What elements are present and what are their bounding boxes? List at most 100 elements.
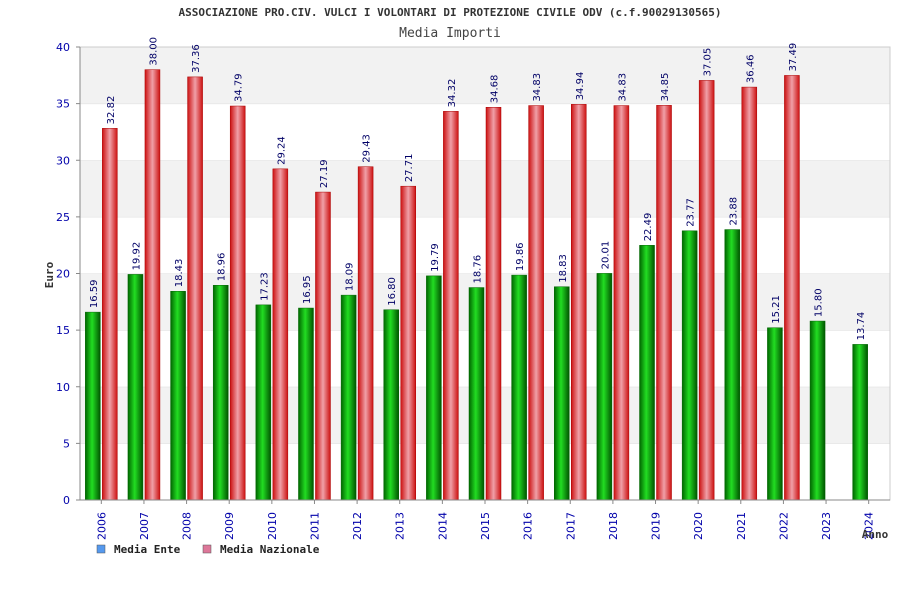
data-label: 13.74 — [856, 312, 867, 341]
bar-media-nazionale-2014 — [443, 111, 459, 501]
bar-media-ente-2021 — [724, 229, 741, 501]
data-label: 34.68 — [490, 75, 501, 104]
data-labels-group: 16.59 19.92 18.43 18.96 17.23 16.95 18.09 16.80… — [89, 37, 867, 340]
data-label: 19.86 — [515, 242, 526, 271]
y-tick-label: 10 — [56, 381, 70, 394]
legend-swatch — [96, 544, 106, 554]
bar-media-nazionale-2017 — [571, 104, 587, 501]
data-label: 34.85 — [660, 73, 671, 102]
bar-media-nazionale-2021 — [741, 86, 758, 501]
data-label: 27.71 — [404, 154, 415, 183]
y-tick-label: 0 — [63, 494, 70, 507]
bar-media-nazionale-2006 — [102, 128, 118, 501]
data-label: 18.43 — [174, 259, 185, 288]
x-tick-label: 2015 — [479, 512, 492, 540]
data-label: 34.83 — [617, 73, 628, 102]
x-tick-label: 2023 — [820, 512, 833, 540]
x-tick-label: 2021 — [735, 512, 748, 540]
y-axis-label: Euro — [43, 261, 56, 288]
bar-media-nazionale-2019 — [656, 105, 672, 501]
data-label: 18.83 — [558, 254, 569, 283]
y-tick-label: 25 — [56, 211, 70, 224]
x-axis: 2006 2007 2008 2009 2010 2011 2012 2013 2014 2015… — [80, 499, 890, 540]
data-label: 19.92 — [131, 242, 142, 271]
bar-media-nazionale-2015 — [485, 106, 502, 501]
x-tick-label: 2017 — [564, 512, 577, 540]
x-tick-label: 2012 — [351, 512, 364, 540]
data-label: 17.23 — [259, 272, 270, 301]
x-tick-label: 2008 — [181, 512, 194, 540]
bar-media-ente-2013 — [383, 309, 399, 501]
data-label: 34.32 — [447, 79, 458, 108]
legend-label: Media Nazionale — [220, 543, 320, 556]
chart-subtitle: Media Importi — [399, 26, 501, 41]
data-label: 15.21 — [771, 295, 782, 324]
x-axis-label: Anno — [862, 528, 889, 541]
x-tick-label: 2019 — [650, 512, 663, 540]
x-tick-label: 2024 — [863, 512, 876, 540]
data-label: 18.96 — [217, 253, 228, 282]
legend-label: Media Ente — [114, 543, 181, 556]
bar-media-ente-2020 — [681, 230, 698, 501]
data-label: 23.88 — [728, 197, 739, 226]
x-tick-label: 2018 — [607, 512, 620, 540]
bar-media-nazionale-2012 — [357, 166, 374, 501]
data-label: 23.77 — [686, 198, 697, 227]
bar-media-ente-2010 — [255, 304, 272, 501]
bar-media-nazionale-2008 — [187, 76, 203, 501]
data-label: 27.19 — [319, 159, 330, 188]
y-tick-label: 30 — [56, 154, 70, 167]
data-label: 29.43 — [362, 134, 373, 163]
data-label: 18.09 — [345, 262, 356, 291]
y-tick-label: 15 — [56, 324, 70, 337]
data-label: 37.49 — [788, 43, 799, 72]
x-tick-label: 2022 — [777, 512, 790, 540]
bar-media-ente-2016 — [511, 274, 527, 501]
data-label: 19.79 — [430, 243, 441, 272]
data-label: 20.01 — [600, 241, 611, 270]
bar-media-ente-2012 — [340, 294, 357, 501]
bar-media-nazionale-2022 — [784, 75, 800, 501]
bar-media-ente-2007 — [127, 274, 144, 501]
y-tick-label: 20 — [56, 268, 70, 281]
data-label: 16.80 — [387, 277, 398, 306]
bars-group — [85, 69, 868, 501]
data-label: 36.46 — [745, 54, 756, 83]
bar-media-ente-2011 — [298, 307, 314, 501]
bar-media-ente-2023 — [809, 320, 826, 501]
bar-media-ente-2014 — [426, 275, 442, 501]
bar-media-ente-2009 — [212, 285, 229, 501]
y-tick-label: 5 — [63, 437, 70, 450]
data-label: 34.79 — [234, 73, 245, 102]
bar-media-nazionale-2018 — [613, 105, 630, 501]
bar-media-nazionale-2007 — [144, 69, 161, 501]
y-tick-label: 40 — [56, 41, 70, 54]
legend: Media Ente Media Nazionale — [96, 543, 320, 556]
x-tick-label: 2006 — [95, 512, 108, 540]
bar-media-nazionale-2009 — [229, 105, 246, 501]
x-tick-label: 2016 — [522, 512, 535, 540]
data-label: 18.76 — [473, 255, 484, 284]
bar-media-ente-2019 — [639, 245, 655, 501]
data-label: 32.82 — [106, 96, 117, 125]
data-label: 34.83 — [532, 73, 543, 102]
bar-media-ente-2015 — [468, 287, 485, 501]
data-label: 16.59 — [89, 279, 100, 308]
legend-swatch — [202, 544, 212, 554]
x-tick-label: 2007 — [138, 512, 151, 540]
bar-media-ente-2018 — [596, 273, 613, 501]
x-tick-label: 2013 — [394, 512, 407, 540]
data-label: 15.80 — [814, 288, 825, 317]
bar-media-ente-2008 — [170, 291, 186, 501]
data-label: 37.05 — [703, 48, 714, 77]
data-label: 34.94 — [575, 72, 586, 101]
x-tick-label: 2010 — [266, 512, 279, 540]
bar-media-nazionale-2010 — [272, 168, 289, 501]
y-tick-label: 35 — [56, 98, 70, 111]
data-label: 29.24 — [276, 136, 287, 165]
bar-media-nazionale-2013 — [400, 185, 416, 501]
bar-media-nazionale-2020 — [698, 80, 715, 501]
x-tick-label: 2020 — [692, 512, 705, 540]
y-axis: 0 5 10 15 20 25 30 35 40 — [56, 41, 81, 507]
